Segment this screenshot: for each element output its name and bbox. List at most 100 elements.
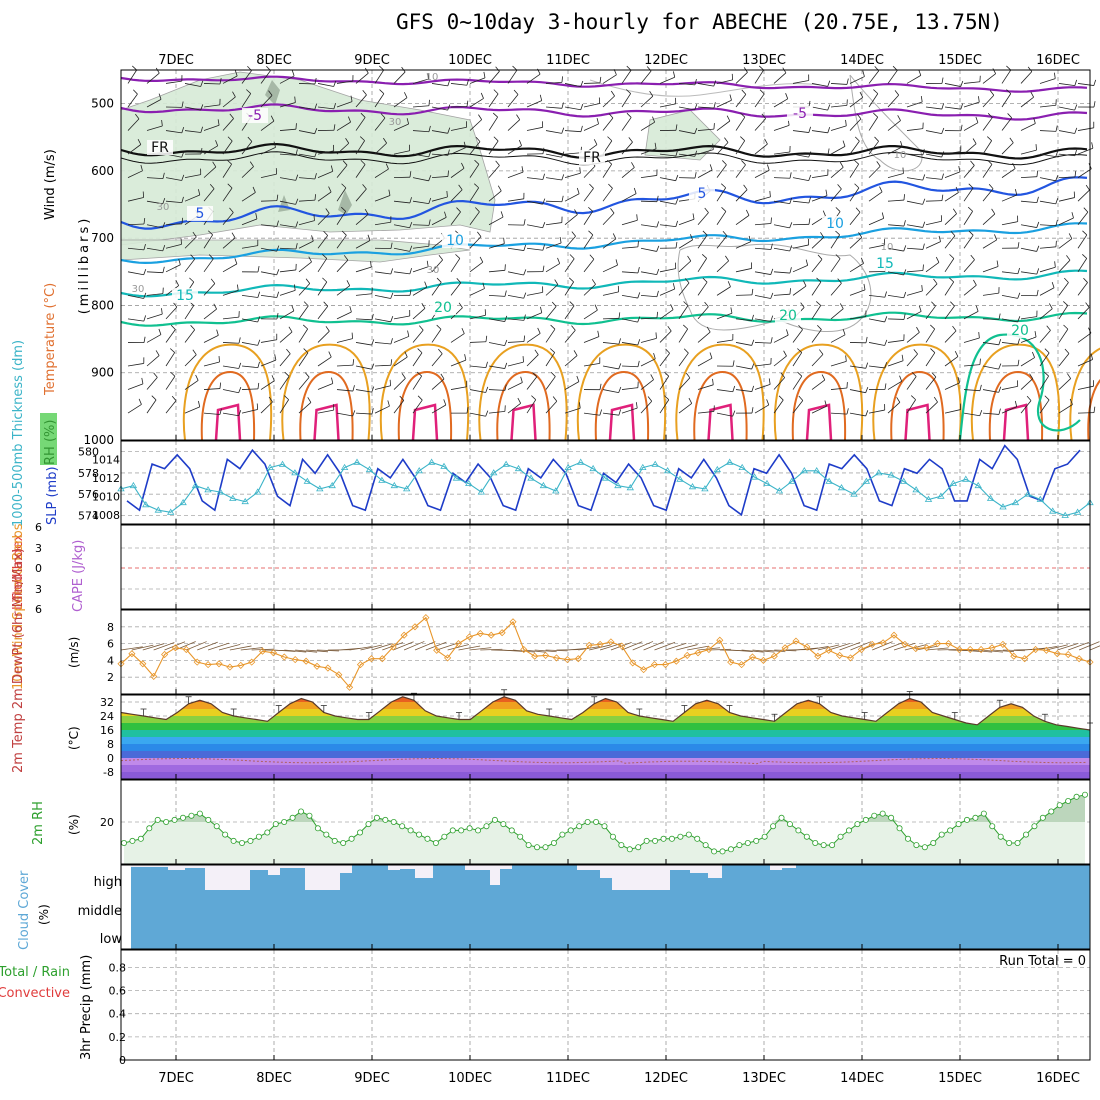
wind-barb xyxy=(564,355,578,367)
wind-barb xyxy=(450,189,463,202)
wind-barb xyxy=(1055,219,1058,226)
wind-barb xyxy=(811,106,828,111)
wind-barb xyxy=(477,231,482,237)
wind10-marker xyxy=(498,629,506,637)
wind-barb xyxy=(469,236,482,249)
day-label-bottom: 16DEC xyxy=(1036,1071,1080,1086)
cloud-high-gap xyxy=(500,865,512,869)
li-tick-label: 6 xyxy=(35,521,42,534)
wind-barb xyxy=(203,258,214,273)
wind-barb xyxy=(412,307,426,320)
wind-barb xyxy=(982,73,996,84)
wind-barb xyxy=(599,383,602,390)
wind-barb xyxy=(1063,324,1069,330)
wind-barb xyxy=(227,136,233,142)
rh2m-marker xyxy=(255,833,262,840)
wind-barb xyxy=(602,342,619,345)
wind-barb xyxy=(849,289,866,296)
wind-barb xyxy=(523,219,526,226)
li-tick-label: 0 xyxy=(35,562,42,575)
wind-barb xyxy=(342,160,348,166)
pressure-unit-label: (millibars) xyxy=(77,216,92,315)
wind-barb xyxy=(1020,400,1032,414)
rh2m-marker xyxy=(626,846,633,853)
wind-barb xyxy=(504,384,507,391)
wind-barb xyxy=(1074,149,1077,156)
wind-barb xyxy=(260,271,277,276)
wind-barb xyxy=(387,400,390,407)
wind-barb xyxy=(137,138,142,145)
wind-barb xyxy=(203,412,220,415)
rh-high-region xyxy=(338,190,352,215)
day-label-bottom: 11DEC xyxy=(546,1071,590,1086)
wind-barb xyxy=(740,112,746,118)
wind-barb xyxy=(925,177,942,180)
thickness-marker xyxy=(701,485,709,492)
wind-barb xyxy=(684,278,690,284)
wind-barb xyxy=(640,379,654,390)
wind-barb xyxy=(921,284,923,292)
thickness-marker xyxy=(974,481,982,489)
wind10-barb xyxy=(447,644,470,651)
wind-barb xyxy=(1033,117,1036,124)
wind-barb xyxy=(371,339,375,346)
wind-barb xyxy=(390,268,394,275)
wind-barb xyxy=(854,136,860,142)
isotherm-label-bg xyxy=(787,106,813,121)
wind-barb xyxy=(941,151,945,158)
wind-barb xyxy=(165,329,176,343)
wind-barb xyxy=(374,342,391,345)
wind-barb xyxy=(383,137,387,144)
wind-barb xyxy=(808,151,812,158)
wind-barb xyxy=(789,172,792,179)
isotherm-minus5 xyxy=(120,103,1088,121)
rh2m-marker xyxy=(163,819,170,826)
wind-barb xyxy=(184,83,201,87)
wind-barb xyxy=(367,234,371,241)
wind-barb xyxy=(146,98,162,108)
thickness-marker xyxy=(812,467,821,474)
wind-barb xyxy=(655,332,657,339)
wind-barb xyxy=(754,93,765,108)
isotherm-label: -5 xyxy=(793,106,807,122)
cloud-level-label: low xyxy=(100,932,123,947)
wind-barb xyxy=(184,174,201,179)
wind-barb xyxy=(127,69,138,84)
wind10-barb xyxy=(882,641,904,651)
rh2m-marker xyxy=(567,827,574,834)
wind-barb xyxy=(469,211,480,225)
wind-barb xyxy=(231,232,236,239)
wind-barb xyxy=(393,200,410,204)
wind-barb xyxy=(571,231,576,237)
wind10-marker xyxy=(716,636,724,644)
wind-barb xyxy=(628,137,633,143)
rh2m-marker xyxy=(955,821,962,828)
wind-barb xyxy=(488,269,505,273)
thickness-marker xyxy=(825,477,833,484)
wind10-barb xyxy=(382,642,404,651)
wind-barb xyxy=(770,337,773,344)
wind10-barb xyxy=(207,642,230,651)
wind-barb xyxy=(678,153,695,157)
wind10-marker xyxy=(672,657,680,665)
wind-barb xyxy=(659,288,675,296)
wind10-marker xyxy=(966,645,974,654)
wind-barb xyxy=(640,121,655,131)
cloud-high-gap xyxy=(415,865,433,878)
wind-barb xyxy=(304,372,310,378)
wind-barb xyxy=(151,395,157,401)
temp-unit-label: (°C) xyxy=(67,726,81,750)
wind-barb xyxy=(621,387,638,390)
wind-barb xyxy=(260,95,273,108)
wind-barb xyxy=(727,281,731,287)
wind-barb xyxy=(602,365,619,370)
wind-barb xyxy=(884,362,887,369)
rh2m-marker xyxy=(1006,840,1013,847)
wind-barb xyxy=(276,291,280,298)
thickness-tick-label: 578 xyxy=(78,467,99,480)
wind-barb xyxy=(161,119,163,127)
li-tick-label: 3 xyxy=(35,542,42,555)
wind-barb xyxy=(545,81,562,84)
wind-barb xyxy=(542,173,545,180)
thickness-marker xyxy=(1061,511,1069,518)
